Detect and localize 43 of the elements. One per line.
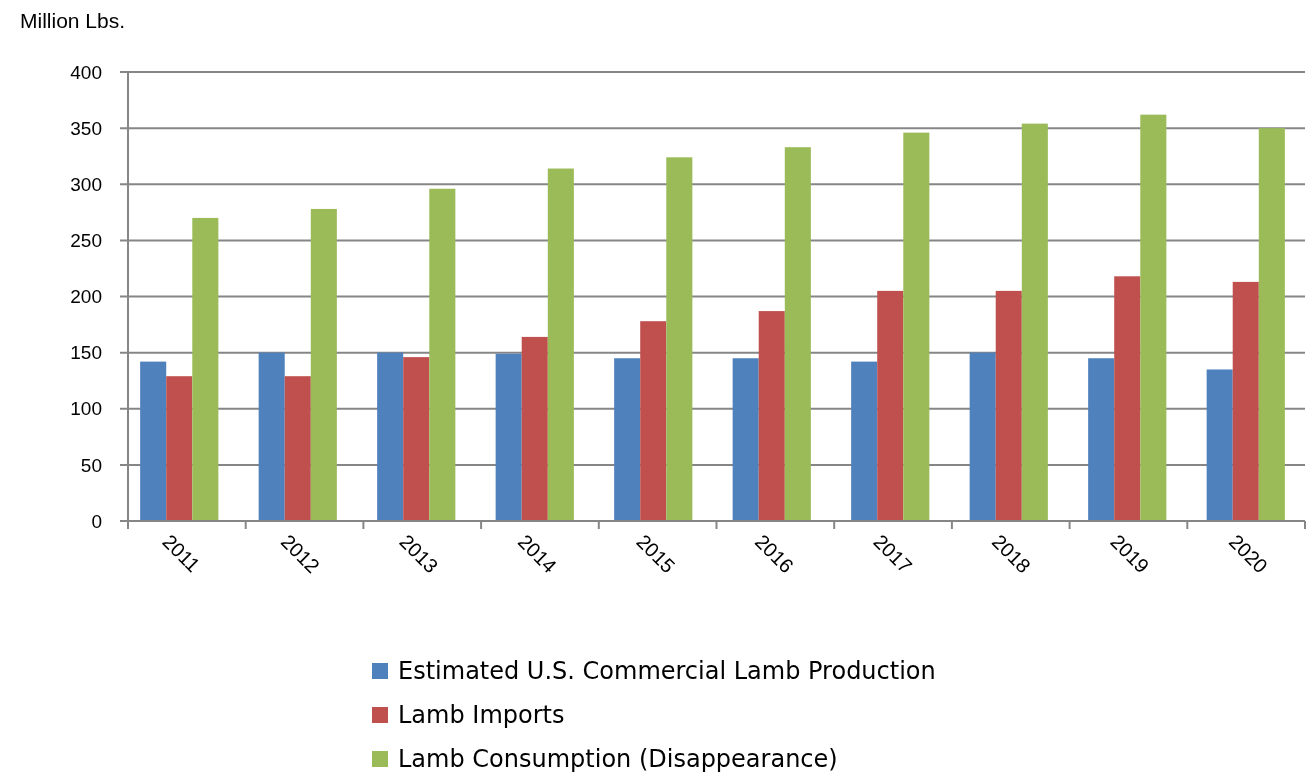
y-tick-label: 200: [70, 286, 102, 308]
bar: [1258, 128, 1285, 521]
bar: [192, 217, 219, 521]
y-tick-label: 250: [70, 230, 102, 252]
bar: [1021, 123, 1048, 521]
bar: [614, 358, 641, 521]
bar: [547, 168, 574, 521]
y-tick-label: 400: [70, 61, 102, 83]
y-tick-label: 0: [91, 510, 102, 532]
bar: [640, 321, 667, 521]
y-tick-label: 350: [70, 117, 102, 139]
y-tick-label: 150: [70, 342, 102, 364]
y-axis-title: Million Lbs.: [20, 9, 126, 32]
bar: [140, 361, 167, 521]
bar: [1088, 358, 1115, 521]
bar: [310, 208, 337, 521]
bar: [495, 353, 522, 521]
bar: [1206, 369, 1233, 521]
bar: [995, 290, 1022, 521]
bar: [903, 132, 930, 521]
bar: [758, 311, 785, 521]
bar: [1140, 114, 1167, 521]
legend-label: Estimated U.S. Commercial Lamb Production: [398, 657, 936, 686]
bar: [877, 290, 904, 521]
bar: [732, 358, 759, 521]
bar: [166, 376, 193, 521]
bar: [258, 352, 285, 521]
bar: [666, 157, 693, 521]
bar: [1114, 276, 1141, 521]
y-tick-label: 50: [80, 454, 102, 476]
bar: [851, 361, 878, 521]
bar: [377, 352, 404, 521]
bar: [969, 352, 996, 521]
legend-label: Lamb Consumption (Disappearance): [398, 745, 838, 774]
bar: [784, 147, 811, 521]
bar: [521, 336, 548, 521]
y-tick-label: 300: [70, 173, 102, 195]
bar: [1232, 281, 1259, 521]
legend-label: Lamb Imports: [398, 701, 565, 730]
y-tick-label: 100: [70, 398, 102, 420]
bar: [284, 376, 311, 521]
bar: [403, 357, 430, 521]
bar: [429, 188, 456, 521]
